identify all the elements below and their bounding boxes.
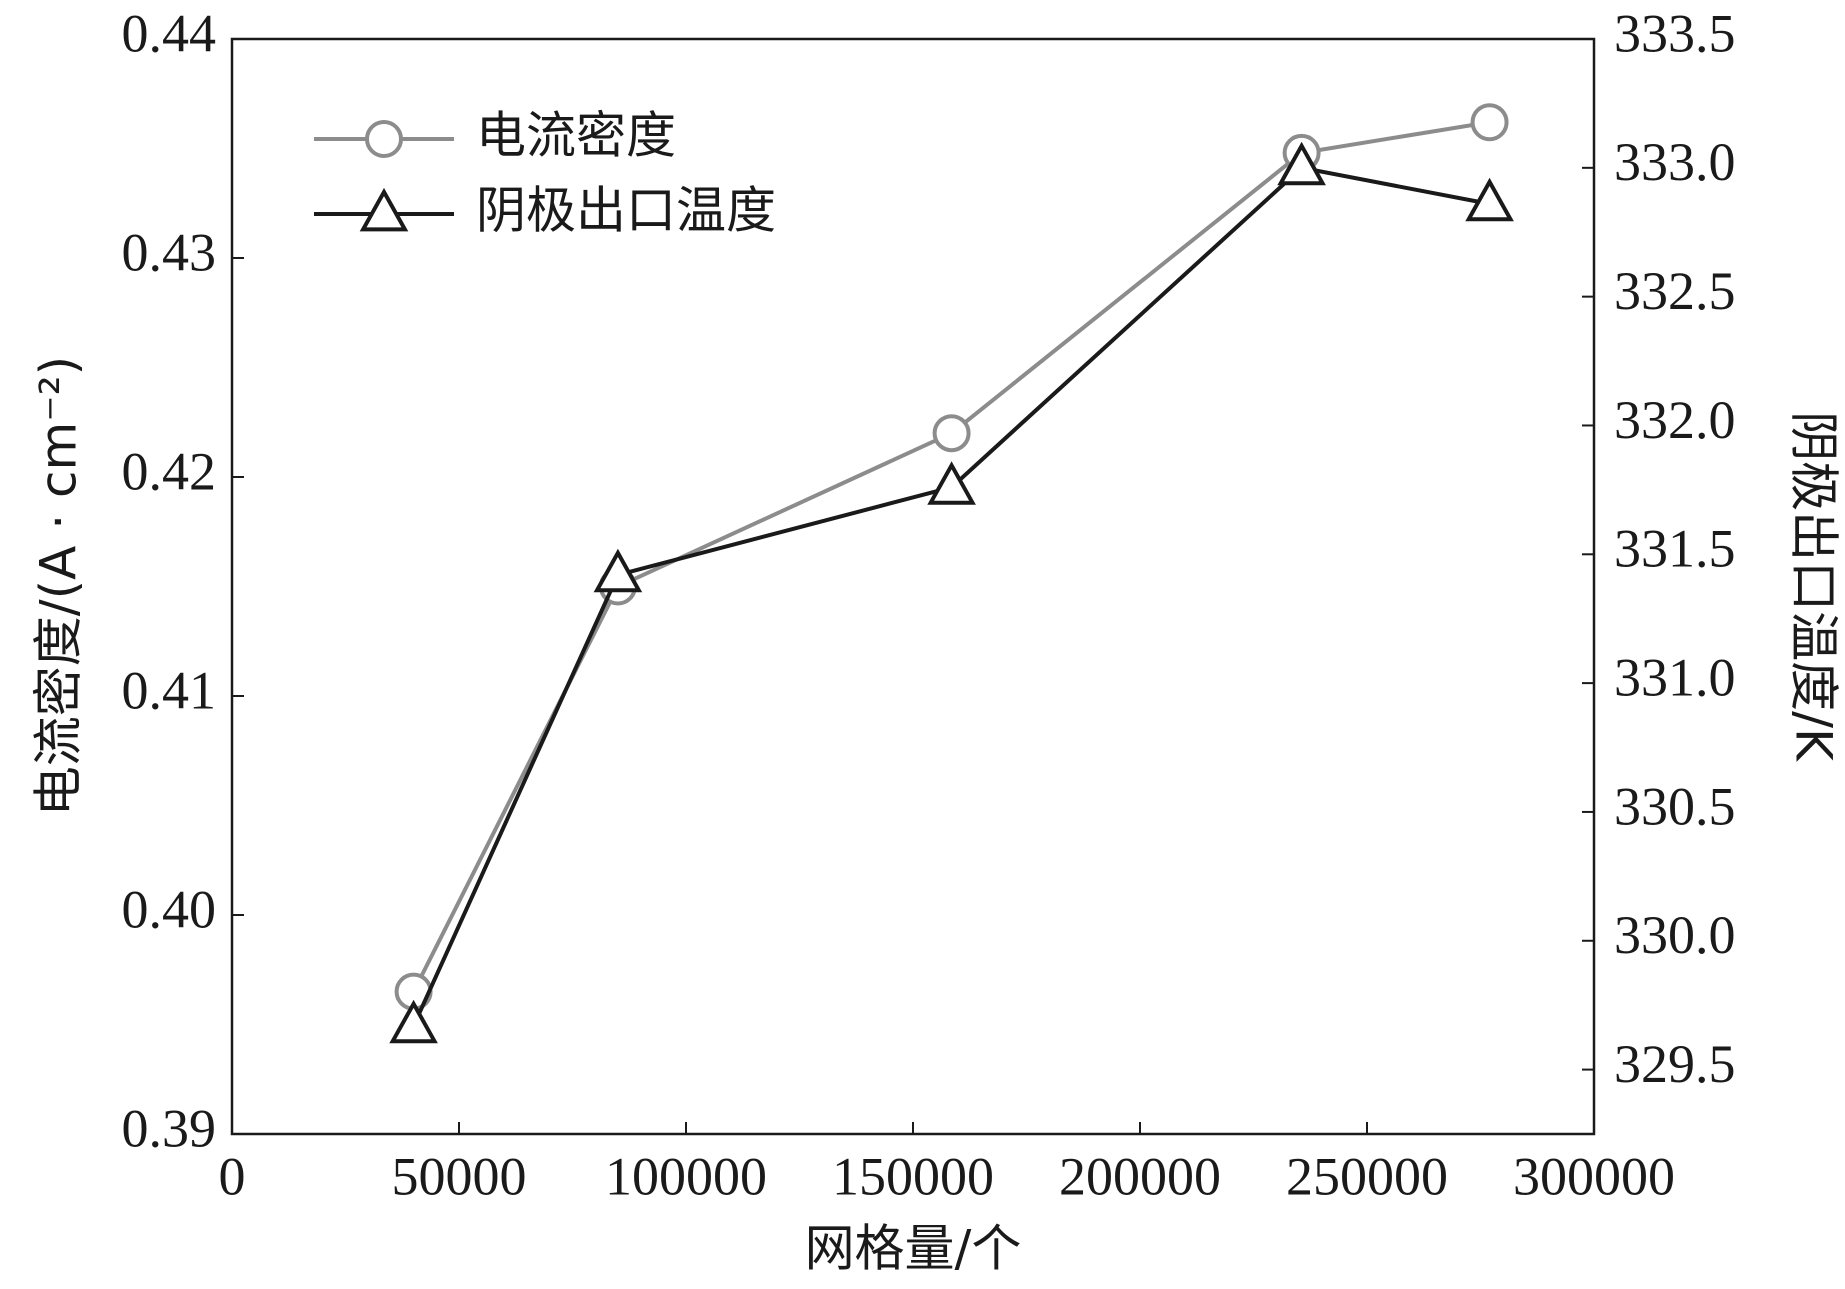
marker	[927, 461, 976, 505]
y-axis-label: 电流密度/(A · cm⁻²)	[30, 356, 88, 816]
x-tick-label: 300000	[1513, 1146, 1675, 1206]
y2-tick-label: 330.5	[1614, 776, 1736, 836]
marker	[593, 548, 643, 593]
series-line	[411, 120, 1490, 993]
marker	[1277, 141, 1326, 186]
y-tick-label: 0.39	[122, 1098, 217, 1158]
marker	[1465, 177, 1514, 222]
marker	[365, 120, 403, 158]
legend-label: 电流密度	[476, 107, 676, 165]
y2-tick-label: 331.0	[1614, 648, 1736, 708]
y2-tick-label: 329.5	[1614, 1034, 1736, 1094]
legend-label: 阴极出口温度	[476, 182, 776, 240]
marker	[359, 187, 409, 232]
y2-tick-label: 332.0	[1614, 390, 1736, 450]
y2-axis-label: 阴极出口温度/K	[1785, 411, 1843, 762]
marker	[1470, 103, 1509, 142]
x-tick-label: 0	[219, 1146, 246, 1206]
y2-tick-label: 333.0	[1614, 132, 1736, 192]
x-tick-label: 250000	[1286, 1146, 1448, 1206]
x-tick-label: 50000	[392, 1146, 527, 1206]
y-tick-label: 0.41	[122, 660, 217, 720]
x-tick-label: 100000	[605, 1146, 767, 1206]
x-tick-label: 150000	[832, 1146, 994, 1206]
y2-tick-label: 330.0	[1614, 905, 1736, 965]
y2-tick-label: 333.5	[1614, 3, 1736, 63]
y-tick-label: 0.43	[122, 222, 217, 282]
marker	[932, 414, 971, 453]
plot-frame	[230, 37, 1596, 1136]
y2-tick-label: 331.5	[1614, 519, 1736, 579]
x-axis-label: 网格量/个	[805, 1220, 1022, 1278]
y-tick-label: 0.44	[122, 3, 217, 63]
x-tick-label: 200000	[1059, 1146, 1221, 1206]
y-tick-label: 0.40	[122, 879, 217, 939]
y2-tick-label: 332.5	[1614, 261, 1736, 321]
marker	[389, 999, 438, 1044]
series-line	[411, 165, 1490, 1027]
y-tick-label: 0.42	[122, 441, 217, 501]
